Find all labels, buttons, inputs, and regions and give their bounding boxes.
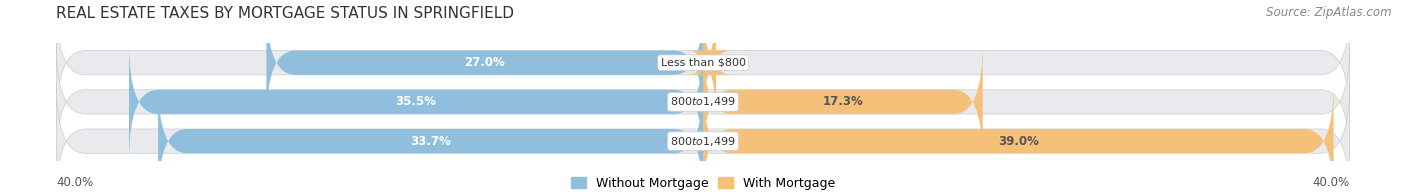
- Text: 40.0%: 40.0%: [56, 176, 93, 189]
- FancyBboxPatch shape: [56, 83, 1350, 196]
- FancyBboxPatch shape: [688, 4, 733, 121]
- FancyBboxPatch shape: [703, 83, 1334, 196]
- FancyBboxPatch shape: [703, 44, 983, 160]
- Legend: Without Mortgage, With Mortgage: Without Mortgage, With Mortgage: [571, 177, 835, 190]
- FancyBboxPatch shape: [157, 83, 703, 196]
- Text: Source: ZipAtlas.com: Source: ZipAtlas.com: [1267, 6, 1392, 19]
- Text: 35.5%: 35.5%: [395, 95, 436, 108]
- FancyBboxPatch shape: [267, 4, 703, 121]
- Text: 27.0%: 27.0%: [464, 56, 505, 69]
- Text: $800 to $1,499: $800 to $1,499: [671, 135, 735, 148]
- Text: 0.81%: 0.81%: [689, 56, 730, 69]
- FancyBboxPatch shape: [56, 4, 1350, 121]
- Text: 39.0%: 39.0%: [998, 135, 1039, 148]
- Text: Less than $800: Less than $800: [661, 58, 745, 68]
- Text: 40.0%: 40.0%: [1313, 176, 1350, 189]
- FancyBboxPatch shape: [56, 44, 1350, 160]
- Text: 33.7%: 33.7%: [411, 135, 451, 148]
- Text: REAL ESTATE TAXES BY MORTGAGE STATUS IN SPRINGFIELD: REAL ESTATE TAXES BY MORTGAGE STATUS IN …: [56, 6, 515, 21]
- FancyBboxPatch shape: [129, 44, 703, 160]
- Text: $800 to $1,499: $800 to $1,499: [671, 95, 735, 108]
- Text: 17.3%: 17.3%: [823, 95, 863, 108]
